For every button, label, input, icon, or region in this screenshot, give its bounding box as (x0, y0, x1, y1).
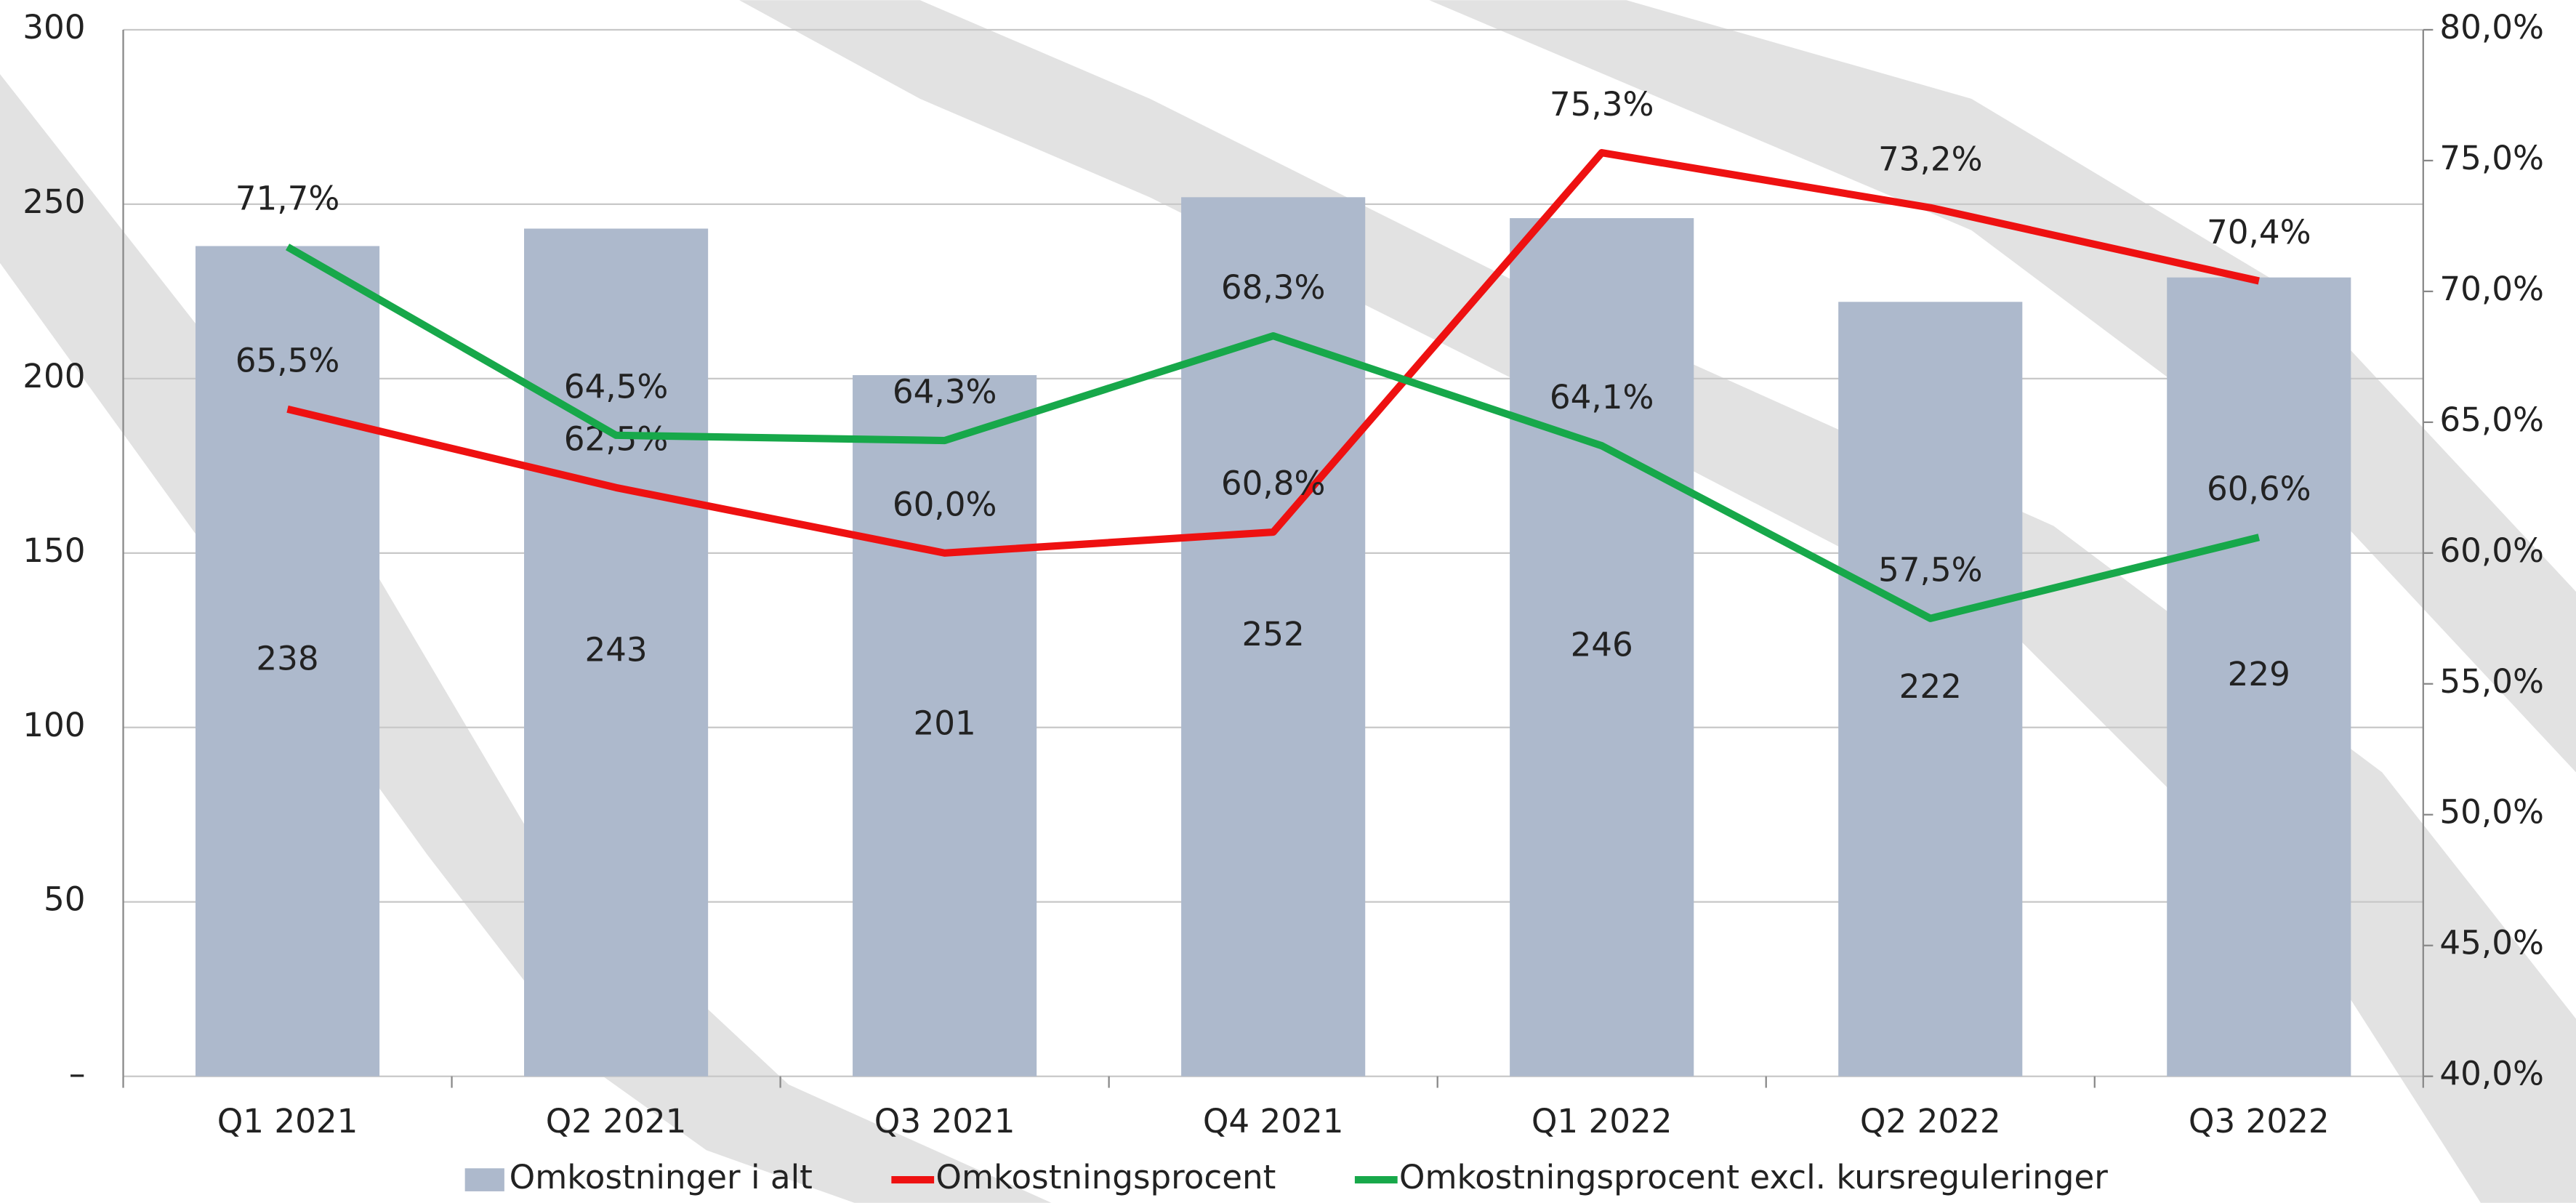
y2-tick-label: 40,0% (2439, 1055, 2544, 1093)
x-tick-label: Q1 2022 (1531, 1102, 1673, 1140)
bar-value-label: 229 (2228, 655, 2290, 693)
legend-swatch (465, 1168, 504, 1191)
line-value-label: 75,3% (1550, 85, 1654, 124)
x-tick-label: Q2 2021 (546, 1102, 687, 1140)
legend-label: Omkostningsprocent excl. kursreguleringe… (1399, 1158, 2108, 1196)
x-tick-label: Q2 2022 (1860, 1102, 2001, 1140)
line-value-label: 60,8% (1221, 464, 1326, 503)
y2-tick-label: 75,0% (2439, 139, 2544, 177)
y-tick-label: 300 (23, 8, 85, 47)
line-value-label: 65,5% (236, 342, 340, 380)
line-value-label: 73,2% (1878, 140, 1983, 178)
y2-tick-label: 65,0% (2439, 401, 2544, 439)
line-value-label: 64,5% (564, 368, 669, 406)
x-tick-label: Q3 2022 (2189, 1102, 2330, 1140)
y-tick-label: 50 (44, 880, 86, 919)
bar-value-label: 243 (584, 631, 647, 669)
x-tick-label: Q4 2021 (1203, 1102, 1344, 1140)
x-tick-label: Q1 2021 (217, 1102, 358, 1140)
bar-value-label: 222 (1899, 667, 1962, 706)
y2-tick-label: 60,0% (2439, 531, 2544, 570)
bar-value-label: 201 (913, 704, 975, 742)
x-tick-label: Q3 2021 (874, 1102, 1015, 1140)
y2-tick-label: 80,0% (2439, 8, 2544, 47)
y2-tick-label: 45,0% (2439, 924, 2544, 962)
legend-label: Omkostninger i alt (510, 1158, 813, 1196)
line-value-label: 71,7% (236, 179, 340, 217)
bar-value-label: 246 (1571, 625, 1633, 664)
chart: – 50 100 150 200 250 300 40,0% 45,0% 50,0% 55,0% 60… (0, 0, 2576, 1203)
y-tick-label: 100 (23, 706, 85, 744)
line-value-label: 60,0% (893, 486, 997, 524)
y2-tick-label: 50,0% (2439, 793, 2544, 832)
y-tick-label: 150 (23, 531, 85, 570)
y2-tick-label: 70,0% (2439, 270, 2544, 308)
line-value-label: 60,6% (2207, 470, 2311, 508)
page: {"chart_data": { "type": "bar", "categor… (0, 0, 2576, 1203)
y-tick-label: 200 (23, 357, 85, 395)
y2-tick-label: 55,0% (2439, 662, 2544, 701)
y-tick-label: 250 (23, 182, 85, 221)
y-tick-label: – (69, 1055, 86, 1093)
line-value-label: 57,5% (1878, 551, 1983, 590)
line-value-label: 64,3% (893, 373, 997, 411)
line-value-label: 68,3% (1221, 268, 1326, 307)
legend-label: Omkostningsprocent (935, 1158, 1276, 1196)
line-value-label: 64,1% (1550, 378, 1654, 417)
line-value-label: 70,4% (2207, 213, 2311, 252)
bar-value-label: 238 (256, 640, 318, 678)
bar-value-label: 252 (1242, 615, 1305, 653)
